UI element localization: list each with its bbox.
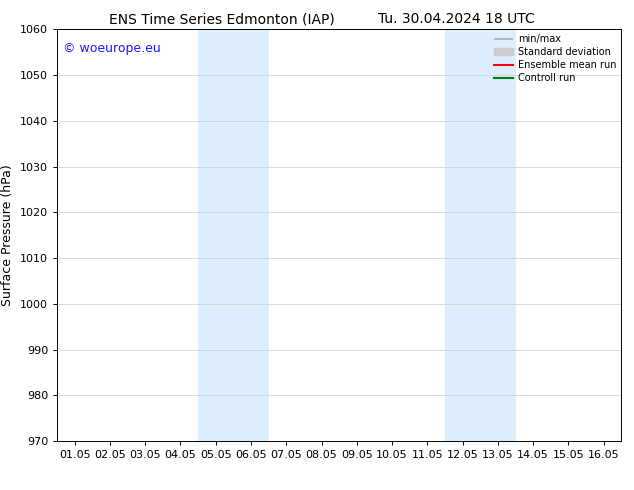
- Text: ENS Time Series Edmonton (IAP): ENS Time Series Edmonton (IAP): [109, 12, 335, 26]
- Legend: min/max, Standard deviation, Ensemble mean run, Controll run: min/max, Standard deviation, Ensemble me…: [494, 34, 616, 83]
- Text: Tu. 30.04.2024 18 UTC: Tu. 30.04.2024 18 UTC: [378, 12, 535, 26]
- Y-axis label: Surface Pressure (hPa): Surface Pressure (hPa): [1, 164, 15, 306]
- Bar: [445, 29, 515, 441]
- Text: © woeurope.eu: © woeurope.eu: [63, 42, 160, 55]
- Bar: [198, 29, 269, 441]
